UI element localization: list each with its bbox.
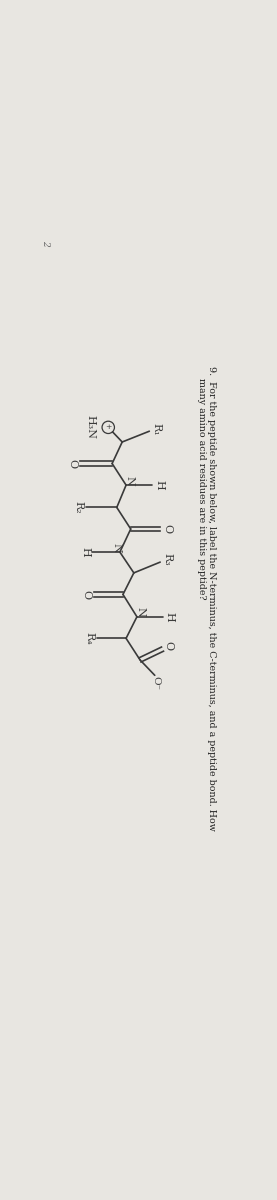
- Text: O: O: [81, 590, 92, 599]
- Text: H: H: [80, 547, 90, 557]
- Text: O⁻: O⁻: [152, 676, 161, 690]
- Text: R₁: R₁: [151, 422, 161, 436]
- Text: O: O: [163, 642, 173, 650]
- Text: 2: 2: [41, 240, 50, 246]
- Text: R₂: R₂: [74, 502, 84, 514]
- Text: 9.  For the peptide shown below, label the N-terminus, the C-terminus, and a pep: 9. For the peptide shown below, label th…: [197, 366, 216, 830]
- Text: N: N: [136, 607, 146, 617]
- Text: R₄: R₄: [85, 632, 95, 644]
- Text: O: O: [68, 458, 78, 468]
- Text: N: N: [125, 475, 135, 485]
- Text: +: +: [105, 424, 111, 431]
- Text: O: O: [162, 524, 172, 534]
- Text: H₃N: H₃N: [85, 415, 95, 439]
- Text: H: H: [154, 480, 165, 490]
- Text: H: H: [165, 612, 175, 622]
- Text: N: N: [111, 542, 121, 552]
- Text: R₃: R₃: [162, 553, 172, 566]
